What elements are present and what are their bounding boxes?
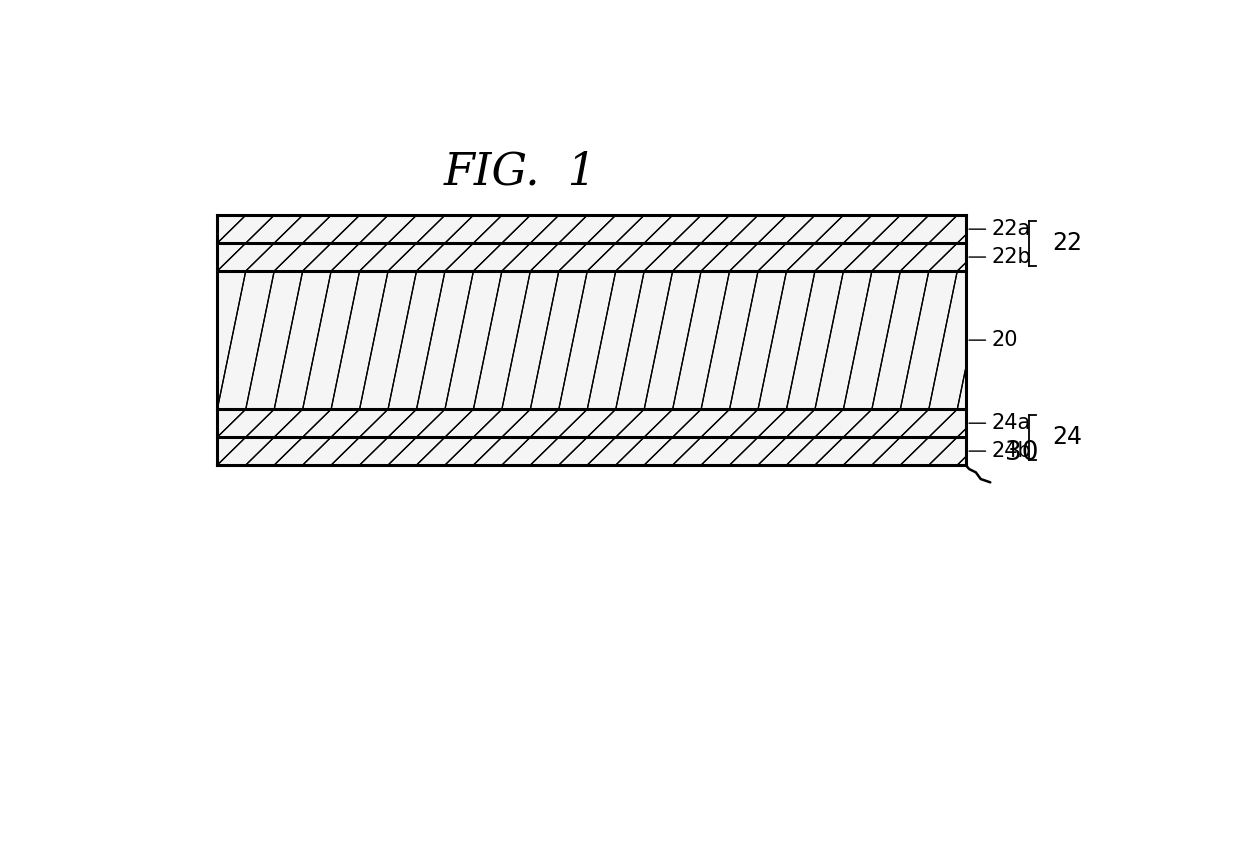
Bar — [217, 409, 966, 438]
Bar — [217, 438, 966, 465]
Bar — [217, 271, 966, 409]
Bar — [217, 243, 966, 271]
Text: FIG.  1: FIG. 1 — [444, 150, 596, 193]
Bar — [217, 215, 966, 243]
Text: 22: 22 — [1053, 231, 1083, 255]
Text: 24: 24 — [1053, 425, 1083, 449]
Text: 24b: 24b — [991, 441, 1031, 461]
Text: 24a: 24a — [991, 413, 1031, 433]
Text: 22a: 22a — [991, 219, 1031, 239]
Text: 30: 30 — [1005, 440, 1038, 466]
Text: 20: 20 — [991, 331, 1017, 350]
Text: 22b: 22b — [991, 247, 1031, 267]
